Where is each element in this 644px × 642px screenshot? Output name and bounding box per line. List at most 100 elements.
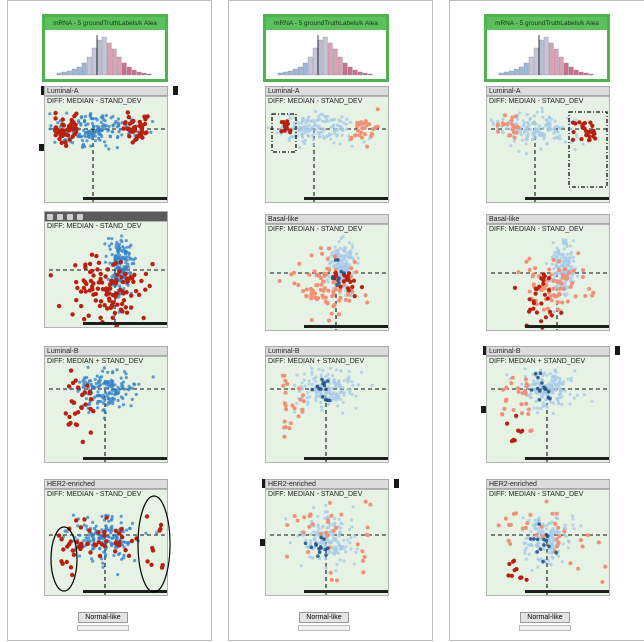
scatter-plot[interactable]: DIFF: MEDIAN + STAND_DEV: [44, 356, 168, 463]
highlighted-point: [71, 552, 77, 557]
range-slider[interactable]: [525, 590, 609, 593]
data-point: [536, 518, 540, 523]
scatter-panel-her2-enriched[interactable]: HER2-enriched DIFF: MEDIAN - STAND_DEV: [265, 479, 389, 596]
data-point: [284, 517, 288, 521]
side-handle-icon[interactable]: [481, 406, 486, 413]
highlighted-point: [129, 293, 134, 298]
scatter-plot[interactable]: DIFF: MEDIAN - STAND_DEV: [486, 96, 610, 203]
next-arrow-icon[interactable]: [173, 86, 178, 95]
histogram-panel[interactable]: mRNA - 5 groundTruthLabels/k Alea: [263, 14, 389, 82]
range-slider[interactable]: [83, 197, 167, 200]
scatter-panel-luminal-a[interactable]: Luminal-A DIFF: MEDIAN - STAND_DEV: [486, 86, 610, 203]
prev-arrow-icon[interactable]: [483, 346, 488, 355]
normal-like-tab[interactable]: Normal-like: [520, 612, 570, 623]
data-point: [312, 530, 316, 534]
range-slider[interactable]: [525, 197, 609, 200]
highlighted-point: [544, 499, 549, 504]
scatter-plot[interactable]: DIFF: MEDIAN - STAND_DEV: [44, 489, 168, 596]
highlighted-point: [350, 289, 355, 294]
scatter-plot[interactable]: DIFF: MEDIAN - STAND_DEV: [486, 224, 610, 331]
data-point: [53, 140, 57, 144]
toolbar-button-icon[interactable]: [47, 214, 53, 220]
highlighted-point: [359, 120, 363, 125]
scatter-panel-luminal-b[interactable]: Luminal-B DIFF: MEDIAN + STAND_DEV: [44, 346, 168, 463]
data-point: [340, 126, 344, 131]
range-slider[interactable]: [304, 325, 388, 328]
scatter-panel-basal-like[interactable]: Basal-like DIFF: MEDIAN - STAND_DEV: [265, 214, 389, 331]
data-point: [103, 554, 107, 559]
histogram-panel[interactable]: mRNA - 5 groundTruthLabels/k Alea: [484, 14, 610, 82]
range-slider[interactable]: [83, 322, 167, 325]
data-point: [534, 135, 538, 139]
data-point: [100, 128, 104, 133]
scatter-panel-luminal-a[interactable]: Luminal-A DIFF: MEDIAN - STAND_DEV: [44, 86, 168, 203]
scatter-plot[interactable]: DIFF: MEDIAN - STAND_DEV: [265, 224, 389, 331]
normal-like-tab[interactable]: Normal-like: [78, 612, 128, 623]
range-slider[interactable]: [304, 197, 388, 200]
scatter-panel-basal-like[interactable]: Basal-like DIFF: MEDIAN - STAND_DEV: [486, 214, 610, 331]
normal-like-tab[interactable]: Normal-like: [299, 612, 349, 623]
scatter-panel-luminal-b[interactable]: Luminal-B DIFF: MEDIAN + STAND_DEV: [265, 346, 389, 463]
scatter-panel-luminal-b[interactable]: Luminal-B DIFF: MEDIAN + STAND_DEV: [486, 346, 610, 463]
range-slider[interactable]: [304, 590, 388, 593]
data-point: [554, 530, 558, 534]
data-point: [324, 394, 328, 398]
range-slider[interactable]: [83, 457, 167, 460]
plot-subtitle: DIFF: MEDIAN - STAND_DEV: [489, 226, 584, 233]
next-arrow-icon[interactable]: [394, 479, 399, 488]
data-point: [573, 369, 577, 373]
data-point: [97, 384, 101, 388]
scatter-svg: [48, 234, 167, 327]
scatter-panel-her2-enriched[interactable]: HER2-enriched DIFF: MEDIAN - STAND_DEV: [44, 479, 168, 596]
range-slider[interactable]: [304, 457, 388, 460]
data-point: [82, 120, 86, 124]
selected-point: [540, 381, 544, 385]
highlighted-point: [79, 405, 84, 411]
highlighted-point: [281, 383, 286, 388]
histogram-bar: [513, 68, 519, 76]
range-slider[interactable]: [525, 325, 609, 328]
next-arrow-icon[interactable]: [615, 346, 620, 355]
selected-point: [314, 543, 318, 547]
data-point: [335, 133, 339, 137]
data-point: [533, 523, 538, 527]
toolbar-button-icon[interactable]: [67, 214, 73, 220]
scatter-panel-basal-like[interactable]: DIFF: MEDIAN - STAND_DEV: [44, 211, 168, 328]
scatter-svg: [491, 367, 609, 462]
data-point: [551, 387, 555, 391]
toolbar-button-icon[interactable]: [77, 214, 83, 220]
scatter-plot[interactable]: DIFF: MEDIAN + STAND_DEV: [265, 356, 389, 463]
scatter-plot[interactable]: DIFF: MEDIAN - STAND_DEV: [44, 96, 168, 203]
highlighted-point: [304, 294, 309, 299]
highlighted-point: [119, 301, 125, 307]
scatter-plot[interactable]: DIFF: MEDIAN - STAND_DEV: [486, 489, 610, 596]
data-point: [63, 529, 67, 533]
data-point: [302, 378, 306, 382]
data-point: [92, 385, 96, 389]
data-point: [342, 538, 346, 542]
highlighted-point: [63, 143, 69, 148]
data-point: [345, 253, 349, 257]
scatter-panel-her2-enriched[interactable]: HER2-enriched DIFF: MEDIAN - STAND_DEV: [486, 479, 610, 596]
scatter-plot[interactable]: DIFF: MEDIAN - STAND_DEV: [44, 221, 168, 328]
histogram-panel[interactable]: mRNA - 5 groundTruthLabels/k Alea: [42, 14, 168, 82]
prev-arrow-icon[interactable]: [262, 479, 267, 488]
range-slider[interactable]: [83, 590, 167, 593]
highlighted-point: [98, 276, 103, 282]
scatter-panel-luminal-a[interactable]: Luminal-A DIFF: MEDIAN - STAND_DEV: [265, 86, 389, 203]
prev-arrow-icon[interactable]: [41, 86, 46, 95]
data-point: [312, 119, 316, 123]
data-point: [89, 144, 93, 148]
scatter-plot[interactable]: DIFF: MEDIAN - STAND_DEV: [265, 489, 389, 596]
highlighted-point: [66, 384, 72, 389]
side-handle-icon[interactable]: [39, 144, 44, 151]
selected-point: [351, 278, 357, 283]
data-point: [94, 524, 98, 528]
scatter-plot[interactable]: DIFF: MEDIAN - STAND_DEV: [265, 96, 389, 203]
toolbar-button-icon[interactable]: [57, 214, 63, 220]
highlighted-point: [349, 137, 354, 142]
scatter-plot[interactable]: DIFF: MEDIAN + STAND_DEV: [486, 356, 610, 463]
range-slider[interactable]: [525, 457, 609, 460]
histogram-bar: [528, 56, 534, 76]
side-handle-icon[interactable]: [260, 539, 265, 546]
